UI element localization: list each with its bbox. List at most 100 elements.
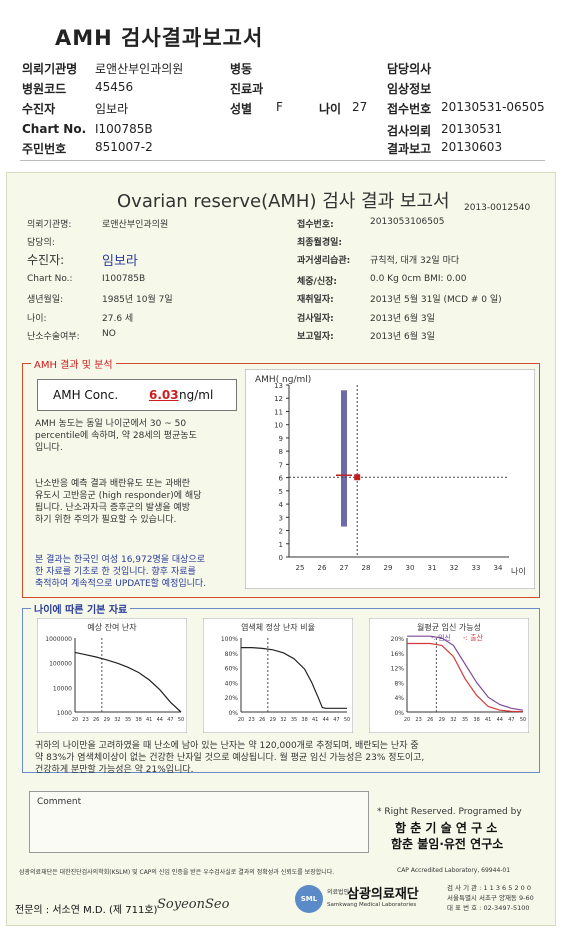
mini-xtick-1: 35 xyxy=(125,717,131,723)
logo-prefix: 의료법인 xyxy=(327,889,350,896)
amh-y-tick-label: 4 xyxy=(279,501,284,509)
comment-label: Comment xyxy=(37,797,82,807)
value-request-date: 20130531 xyxy=(441,122,503,136)
mini-ytick-2: 100% xyxy=(221,636,238,643)
mini-ytick-3: 0% xyxy=(394,710,404,717)
amh-x-tick-label: 34 xyxy=(494,564,503,572)
amh-y-tick-label: 1 xyxy=(279,541,283,549)
value-patient: 임보라 xyxy=(95,102,129,116)
mini-xtick-2: 20 xyxy=(238,717,244,723)
info-r-value-4: 2013년 5월 31일 (MCD # 0 일) xyxy=(370,295,502,305)
label-hospital-code: 병원코드 xyxy=(22,82,67,96)
amh-x-tick-label: 30 xyxy=(406,564,415,572)
info-r-value-0: 2013053106505 xyxy=(370,217,445,227)
info-label-1: 담당의: xyxy=(27,238,55,248)
amh-y-tick-label: 13 xyxy=(274,382,283,390)
info-value-4: 1985년 10월 7일 xyxy=(102,295,173,305)
label-sex: 성별 xyxy=(230,102,253,116)
mini-xtick-3: 50 xyxy=(520,717,526,723)
value-chart-no: I100785B xyxy=(95,122,153,136)
info-r-label-3: 체중/신장: xyxy=(297,277,338,287)
mini-xtick-3: 41 xyxy=(485,717,491,723)
info-label-4: 생년월일: xyxy=(27,295,64,305)
mini-xtick-2: 35 xyxy=(291,717,297,723)
scanned-report: Ovarian reserve(AMH) 검사 결과 보고서 2013-0012… xyxy=(6,172,556,926)
mini-frame-3 xyxy=(369,618,529,733)
amh-x-tick-label: 31 xyxy=(428,564,437,572)
mini-xtick-3: 29 xyxy=(439,717,445,723)
mini-xtick-2: 32 xyxy=(280,717,286,723)
amh-y-tick-label: 2 xyxy=(279,528,283,536)
info-r-value-2: 규칙적, 대개 32일 마다 xyxy=(370,256,460,266)
mini-xtick-3: 47 xyxy=(508,717,514,723)
info-r-value-5: 2013년 6월 3일 xyxy=(370,314,435,324)
mini-xtick-3: 44 xyxy=(497,717,503,723)
mini-title-1: 예상 잔여 난자 xyxy=(87,622,137,632)
label-patient: 수진자 xyxy=(22,102,56,116)
info-r-label-6: 보고일자: xyxy=(297,332,334,342)
lab-info: 검 사 기 관 : 1 1 3 6 5 2 0 0 서울특별시 서초구 양재동 9… xyxy=(447,884,534,912)
rights-text: * Right Reserved. Programed by xyxy=(377,807,522,817)
page-title: AMH 검사결과보고서 xyxy=(55,26,264,50)
age-section-title: 나이에 따른 기본 자료 xyxy=(31,601,131,616)
mini-xtick-3: 23 xyxy=(415,717,421,723)
cap-accreditation: CAP Accredited Laboratory, 69944-01 xyxy=(397,867,511,874)
amh-conc-unit: ng/ml xyxy=(179,388,214,402)
report-title: Ovarian reserve(AMH) 검사 결과 보고서 xyxy=(117,191,450,212)
value-sex: F xyxy=(276,100,283,114)
amh-y-tick-label: 7 xyxy=(279,461,283,469)
amh-y-tick-label: 10 xyxy=(274,422,283,430)
mini-frame-2 xyxy=(203,618,353,733)
mini-title-3: 월평균 임신 가능성 xyxy=(417,622,481,632)
amh-x-tick-label: 27 xyxy=(340,564,349,572)
amh-x-tick-label: 33 xyxy=(472,564,481,572)
info-r-value-6: 2013년 6월 3일 xyxy=(370,332,435,342)
age-summary: 귀하의 나이만을 고려하였을 때 난소에 남아 있는 난자는 약 120,000… xyxy=(35,741,425,775)
info-value-6: NO xyxy=(102,329,116,339)
amh-chart-ylabel: AMH( ng/ml) xyxy=(255,375,311,385)
amh-x-tick-label: 29 xyxy=(384,564,393,572)
mini-ytick-2: 0% xyxy=(228,710,238,717)
amh-analysis-box xyxy=(22,363,540,598)
mini-legend-0: -: 임신 xyxy=(431,633,451,642)
label-age: 나이 xyxy=(319,102,342,116)
mini-ytick-3: 16% xyxy=(391,651,405,658)
amh-para-1: AMH 농도는 동일 나이군에서 30 ~ 50 percentile에 속하며,… xyxy=(35,419,197,453)
amh-patient-point xyxy=(354,474,361,481)
mini-ytick-3: 12% xyxy=(391,666,405,673)
info-r-label-1: 최종월경일: xyxy=(297,238,342,248)
header-divider xyxy=(20,160,545,161)
mini-xtick-3: 38 xyxy=(473,717,479,723)
info-r-label-5: 검사일자: xyxy=(297,314,334,324)
info-r-label-2: 과거생리습관: xyxy=(297,256,351,266)
chart-pregnancy-rate: 월평균 임신 가능성 20% 16% 12% 8% 4% 0%20 23 26 29 32 35 38 4… xyxy=(369,618,529,733)
value-age: 27 xyxy=(352,100,368,114)
amh-y-tick-label: 9 xyxy=(279,435,283,443)
mini-xtick-2: 44 xyxy=(323,717,329,723)
mini-xtick-3: 20 xyxy=(404,717,410,723)
mini-series-출산 xyxy=(407,642,524,713)
doctor-name: 전문의 : 서소연 M.D. (제 711호) xyxy=(15,905,158,916)
mini-legend-1: -: 출산 xyxy=(463,633,484,642)
amh-x-tick-label: 28 xyxy=(362,564,371,572)
label-resident-no: 주민번호 xyxy=(22,142,67,156)
mini-xtick-2: 23 xyxy=(248,717,254,723)
info-value-5: 27.6 세 xyxy=(102,314,134,324)
amh-y-tick-label: 0 xyxy=(279,554,283,562)
doctor-signature: SoyeonSeo xyxy=(157,897,230,912)
mini-ytick-3: 4% xyxy=(394,695,404,702)
org-name-2: 함춘 불임·유전 연구소 xyxy=(391,837,504,851)
mini-ytick-2: 40% xyxy=(225,680,239,687)
amh-y-tick-label: 8 xyxy=(279,448,283,456)
info-r-label-0: 접수번호: xyxy=(297,220,334,230)
logo-subtext: Samkwang Medical Laboratories xyxy=(327,902,417,908)
mini-line-2 xyxy=(241,647,347,709)
label-chart-no: Chart No. xyxy=(22,122,87,136)
label-receipt-no: 접수번호 xyxy=(387,102,432,116)
mini-xtick-2: 41 xyxy=(312,717,318,723)
amh-section-title: AMH 결과 및 분석 xyxy=(31,356,116,371)
value-hospital-code: 45456 xyxy=(95,80,134,94)
amh-conc-box xyxy=(37,379,237,411)
